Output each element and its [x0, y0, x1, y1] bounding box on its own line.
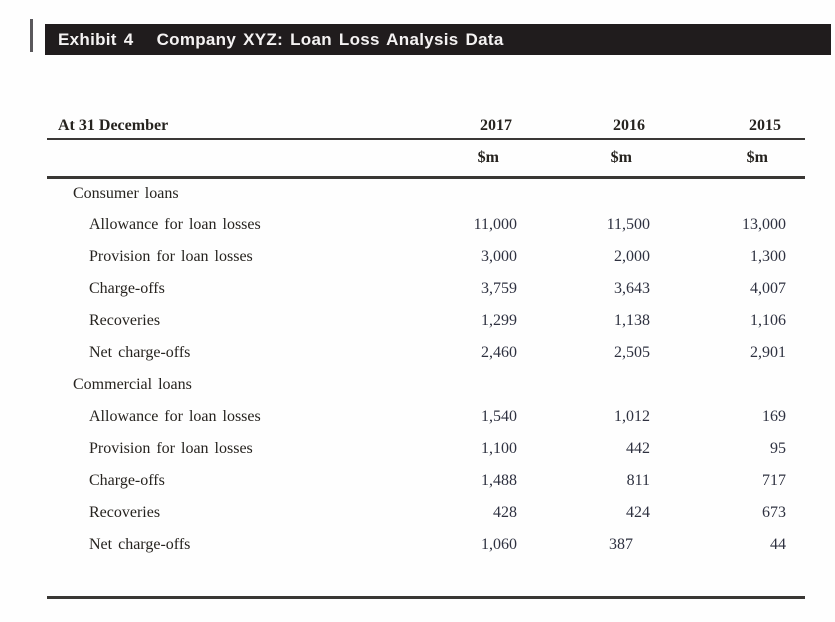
value-2015: 169: [762, 408, 786, 425]
unit-label-2017: $m: [377, 139, 517, 179]
exhibit-title-bar: Exhibit 4 Company XYZ: Loan Loss Analysi…: [45, 24, 831, 55]
row-label: Net charge-offs: [89, 536, 191, 553]
value-2017: 11,000: [473, 216, 517, 233]
table-row: Net charge-offs 2,460 2,505 2,901: [47, 337, 805, 369]
value-2017: 1,299: [481, 312, 517, 329]
table-row: Provision for loan losses 1,100 442 95: [47, 433, 805, 465]
value-2016: 3,643: [614, 280, 650, 297]
value-2015: 95: [770, 440, 786, 457]
table-row: Charge-offs 3,759 3,643 4,007: [47, 273, 805, 305]
table-bottom-spacer: [47, 561, 805, 597]
table-row: Recoveries 1,299 1,138 1,106: [47, 305, 805, 337]
value-2015: 1,106: [750, 312, 786, 329]
unit-label-2015: $m: [650, 139, 805, 179]
table-header-row: At 31 December 2017 2016 2015: [47, 112, 805, 140]
value-2016: 442: [626, 440, 650, 457]
row-label: Recoveries: [89, 312, 161, 329]
value-2017: 1,060: [481, 536, 517, 553]
value-2017: 1,540: [481, 408, 517, 425]
table-row: Provision for loan losses 3,000 2,000 1,…: [47, 241, 805, 273]
row-label: Provision for loan losses: [89, 440, 253, 457]
unit-label-2016: $m: [517, 139, 650, 179]
header-year-2015: 2015: [650, 112, 805, 140]
value-2017: 3,759: [481, 280, 517, 297]
header-at-31-december: At 31 December: [47, 112, 377, 140]
value-2015: 717: [762, 472, 786, 489]
value-2016: 11,500: [606, 216, 650, 233]
table-row: Recoveries 428 424 673: [47, 497, 805, 529]
unit-spacer: [47, 139, 377, 179]
section-row-consumer-loans: Consumer loans: [47, 177, 805, 209]
value-2015: 1,300: [750, 248, 786, 265]
exhibit-number-label: Exhibit 4: [58, 29, 134, 49]
table-row: Net charge-offs 1,060 387 44: [47, 529, 805, 561]
header-year-2017: 2017: [377, 112, 517, 140]
section-label: Commercial loans: [73, 376, 192, 393]
value-2016: 1,138: [614, 312, 650, 329]
section-row-commercial-loans: Commercial loans: [47, 369, 805, 401]
value-2016: 2,000: [614, 248, 650, 265]
value-2016: 1,012: [614, 408, 650, 425]
row-label: Allowance for loan losses: [89, 216, 261, 233]
page-edge-mark: [30, 19, 33, 52]
value-2017: 1,488: [481, 472, 517, 489]
loan-loss-table: At 31 December 2017 2016 2015 $m $m $m C…: [47, 112, 805, 599]
value-2016: 2,505: [614, 344, 650, 361]
row-label: Charge-offs: [89, 280, 165, 297]
row-label: Net charge-offs: [89, 344, 191, 361]
row-label: Recoveries: [89, 504, 161, 521]
row-label: Provision for loan losses: [89, 248, 253, 265]
value-2015: 673: [762, 504, 786, 521]
value-2015: 4,007: [750, 280, 786, 297]
value-2016: 811: [626, 472, 650, 489]
value-2017: 1,100: [481, 440, 517, 457]
section-label: Consumer loans: [73, 184, 179, 202]
row-label: Allowance for loan losses: [89, 408, 261, 425]
table-row: Allowance for loan losses 1,540 1,012 16…: [47, 401, 805, 433]
value-2017: 2,460: [481, 344, 517, 361]
value-2015: 44: [770, 536, 786, 553]
value-2017: 428: [493, 504, 517, 521]
value-2017: 3,000: [481, 248, 517, 265]
value-2015: 2,901: [750, 344, 786, 361]
value-2015: 13,000: [742, 216, 786, 233]
row-label: Charge-offs: [89, 472, 165, 489]
table-row: Allowance for loan losses 11,000 11,500 …: [47, 209, 805, 241]
table-row: Charge-offs 1,488 811 717: [47, 465, 805, 497]
value-2016: 387: [609, 536, 633, 553]
table-unit-row: $m $m $m: [47, 139, 805, 179]
header-year-2016: 2016: [517, 112, 650, 140]
value-2016: 424: [626, 504, 650, 521]
exhibit-title-text: Company XYZ: Loan Loss Analysis Data: [156, 29, 504, 49]
